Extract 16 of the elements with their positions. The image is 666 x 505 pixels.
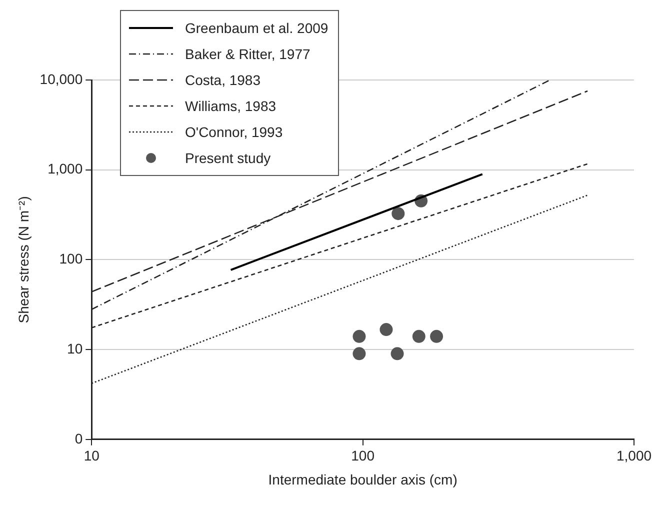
legend-label: Present study	[185, 150, 271, 166]
y-axis-title: Shear stress (N m⁻²)	[15, 196, 32, 324]
y-tick-label: 10	[67, 340, 83, 356]
legend-label: Williams, 1983	[185, 98, 276, 114]
y-tick-label: 0	[74, 430, 83, 446]
x-tick-label: 100	[351, 448, 375, 464]
x-tick-label: 1,000	[616, 448, 652, 464]
legend-label: Greenbaum et al. 2009	[185, 20, 328, 36]
x-tick-label: 10	[84, 448, 100, 464]
y-tick-label: 100	[59, 250, 83, 267]
legend-label: O'Connor, 1993	[185, 124, 283, 140]
legend-label: Costa, 1983	[185, 72, 260, 88]
y-tick-label: 10,000	[40, 70, 83, 87]
y-tick-label: 1,000	[48, 160, 83, 177]
legend-label: Baker & Ritter, 1977	[185, 46, 310, 62]
x-axis-title: Intermediate boulder axis (cm)	[268, 471, 458, 488]
